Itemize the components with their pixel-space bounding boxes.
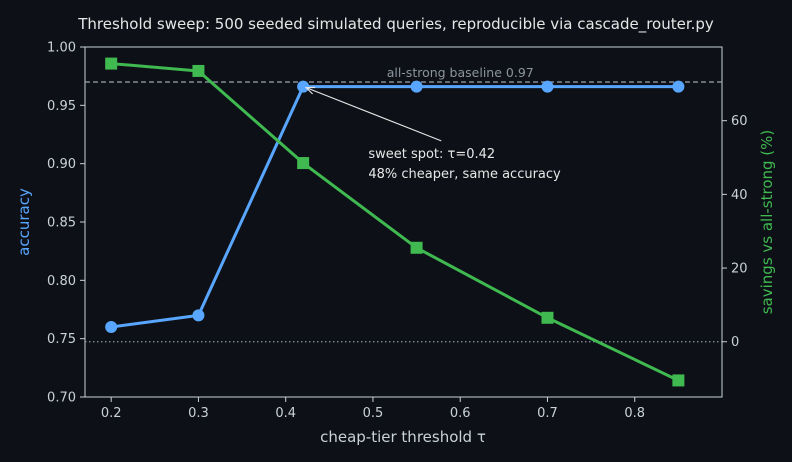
reference-lines: [85, 81, 722, 343]
x-tick-label: 0.2: [101, 406, 122, 421]
series-0-point: [192, 309, 205, 322]
series-0-point: [541, 80, 554, 93]
x-tick-label: 0.5: [363, 406, 384, 421]
y-right-tick-label: 40: [731, 188, 748, 203]
y-right-tick-label: 60: [731, 114, 748, 129]
series-lines: [110, 62, 680, 382]
y-axis-label-left: accuracy: [15, 188, 33, 256]
series-1-point: [541, 311, 554, 324]
x-tick-label: 0.3: [188, 406, 209, 421]
series-1-point: [410, 241, 423, 254]
y-left-tick-label: 0.70: [47, 391, 76, 406]
y-right-tick-label: 20: [731, 262, 748, 277]
series-1-point: [192, 64, 205, 77]
x-tick-label: 0.6: [450, 406, 471, 421]
series-1-point: [105, 57, 118, 70]
y-axis-label-right: savings vs all-strong (%): [758, 130, 776, 315]
annotation: sweet spot: τ=0.42 48% cheaper, same acc…: [304, 86, 561, 182]
series-line-0: [110, 85, 679, 329]
y-left-tick-label: 0.85: [47, 216, 76, 231]
series-0-point: [410, 80, 423, 93]
tick-group: 0.2 0.3 0.4 0.5 0.6 0.7 0.8 0.70 0.75 0.80 0.85 0.9…: [47, 41, 748, 422]
annotation-arrowhead: [304, 86, 316, 95]
series-line-1: [111, 62, 680, 382]
baseline-label: all-strong baseline 0.97: [387, 65, 534, 80]
x-tick-label: 0.7: [537, 406, 558, 421]
series-1-point: [297, 157, 310, 170]
y-left-tick-label: 1.00: [47, 41, 76, 56]
y-left-tick-label: 0.95: [47, 99, 76, 114]
x-tick-label: 0.8: [624, 406, 645, 421]
annotation-text-line1: sweet spot: τ=0.42: [368, 147, 495, 162]
series-0-point: [105, 321, 118, 333]
annotation-text-line2: 48% cheaper, same accuracy: [368, 167, 561, 182]
y-left-tick-label: 0.75: [47, 332, 76, 347]
plot-area: [84, 46, 723, 398]
series-markers: [105, 57, 685, 387]
series-0-point: [297, 80, 310, 93]
annotation-arrow: [305, 87, 442, 142]
y-left-tick-label: 0.90: [47, 157, 76, 172]
series-0-point: [672, 80, 685, 93]
chart-title: Threshold sweep: 500 seeded simulated qu…: [77, 15, 714, 34]
series-1-point: [672, 374, 685, 387]
y-right-tick-label: 0: [731, 335, 739, 350]
x-tick-label: 0.4: [275, 406, 296, 421]
x-axis-label: cheap-tier threshold τ: [320, 428, 486, 446]
y-left-tick-label: 0.80: [47, 274, 76, 289]
